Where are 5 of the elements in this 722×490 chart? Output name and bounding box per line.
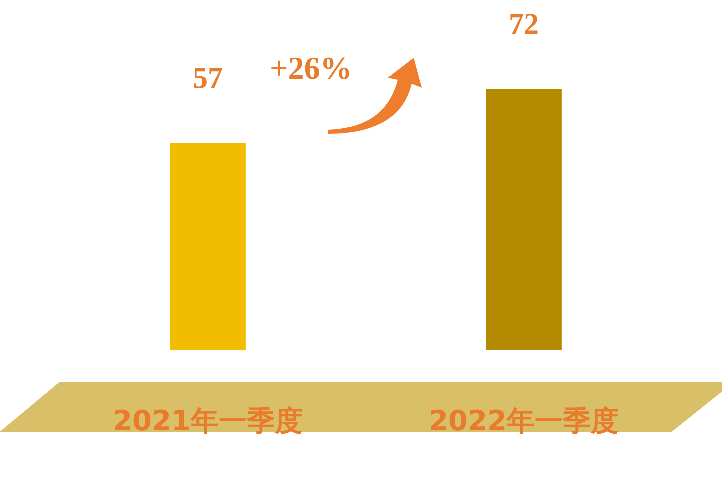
text: +26% (270, 50, 352, 87)
x-tick-label: 2022年一季度 (429, 404, 619, 438)
x-tick-label: 2021年一季度 (113, 404, 303, 438)
data-label: 72 (509, 8, 539, 41)
data-label: 57 (193, 62, 223, 96)
